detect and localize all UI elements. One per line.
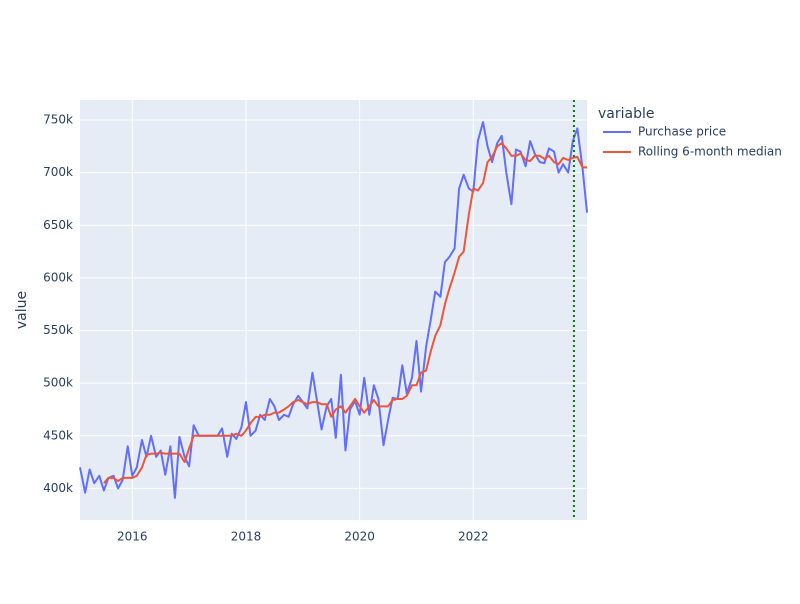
y-tick-label: 500k — [43, 376, 73, 390]
series-line — [79, 121, 588, 499]
y-tick-label: 550k — [43, 323, 73, 337]
y-tick-label: 750k — [43, 113, 73, 127]
y-tick-label: 450k — [43, 428, 73, 442]
y-tick-label: 600k — [43, 270, 73, 284]
x-tick-label: 2022 — [458, 530, 489, 544]
x-tick-label: 2018 — [231, 530, 262, 544]
y-tick-label: 700k — [43, 165, 73, 179]
legend-label: Rolling 6-month median — [638, 145, 782, 159]
x-tick-label: 2020 — [344, 530, 375, 544]
y-axis-label: value — [14, 291, 30, 329]
legend-label: Purchase price — [638, 125, 726, 139]
x-tick-label: 2016 — [117, 530, 148, 544]
plot-area — [80, 100, 587, 520]
y-tick-label: 650k — [43, 218, 73, 232]
legend-title: variable — [598, 106, 654, 122]
y-tick-label: 400k — [43, 481, 73, 495]
series-line — [103, 142, 587, 484]
